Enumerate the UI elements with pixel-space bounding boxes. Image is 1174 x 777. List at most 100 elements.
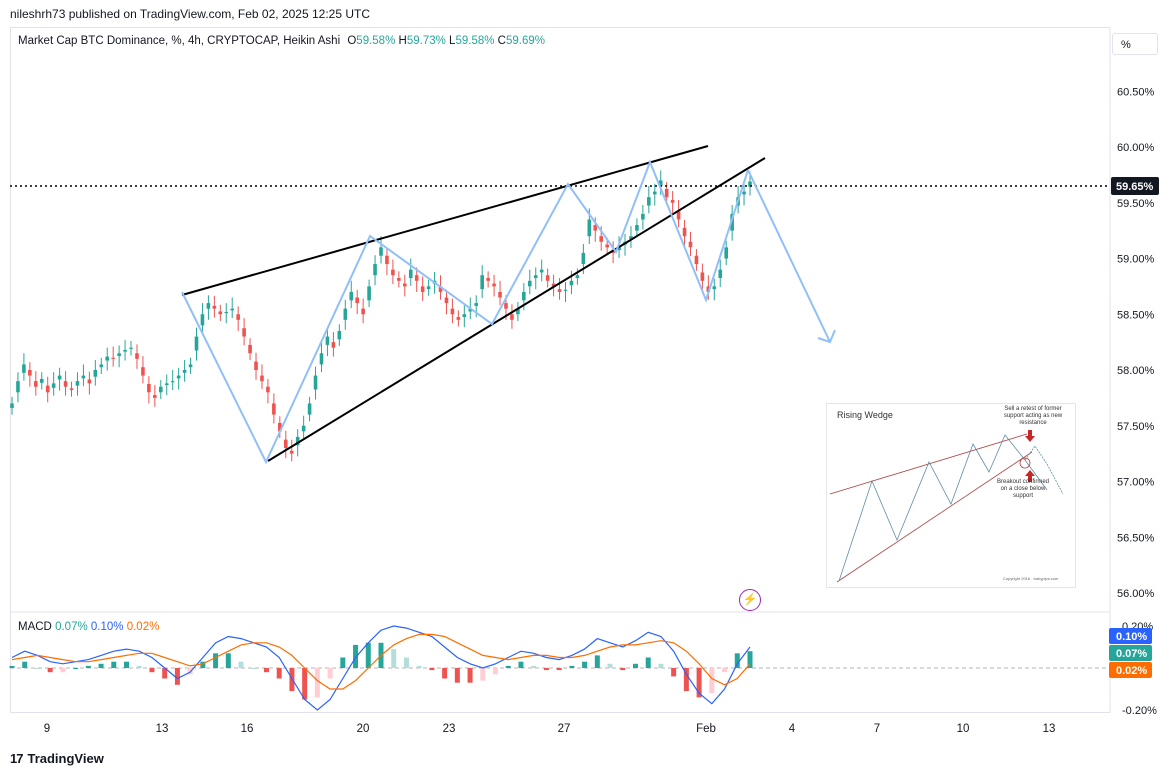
candle [325,328,330,357]
time-tick-label: 13 [1043,723,1056,735]
time-tick-label: 23 [443,723,456,735]
macd-histogram-bar [340,657,346,668]
macd-histogram-bar [136,665,142,668]
macd-histogram-bar [442,668,448,679]
candle-body [748,181,752,187]
candle-body [10,403,14,408]
candle [426,279,431,296]
candle [248,338,252,360]
candle [135,344,139,369]
candle-body [533,275,538,279]
candle [533,267,538,290]
candle [480,265,484,299]
candle [93,359,98,386]
candle [355,289,359,315]
macd-histogram-bar [124,661,130,668]
macd-legend[interactable]: MACD 0.07% 0.10% 0.02% [18,621,159,633]
candle-body [367,286,371,301]
candle [682,220,687,248]
time-tick-label: 10 [957,723,970,735]
macd-histogram-bar [683,668,689,692]
candle-body [105,356,110,361]
macd-badge-label: 0.10% [1116,631,1147,643]
candle [81,364,86,387]
candle [635,218,639,238]
candle-body [301,425,306,432]
candle-body [742,191,746,195]
candle-body [408,269,413,279]
low-value: 59.58% [455,35,495,47]
candle-body [266,386,270,393]
macd-histogram-bar [671,668,677,677]
macd-histogram-bar [200,661,206,668]
symbol-legend[interactable]: Market Cap BTC Dominance, %, 4h, CRYPTOC… [18,35,545,47]
candle-body [212,305,217,309]
candle [492,274,496,297]
candle-body [343,308,348,320]
candle [129,341,133,356]
candle [105,347,110,371]
candle [498,280,502,306]
candle [182,359,187,382]
candle-body [486,278,490,281]
arrow-down-icon [1025,430,1035,442]
candle [117,345,121,368]
candle [349,280,354,309]
candle [254,352,258,381]
candle [670,191,675,213]
candle-body [391,269,395,276]
candle-body [135,353,139,359]
lightning-event-icon[interactable]: ⚡ [739,589,761,611]
candle [331,332,336,357]
candle [57,367,62,391]
candle-body [397,278,401,281]
macd-histogram-bar [34,668,40,669]
percent-scale-button[interactable]: % [1112,33,1158,55]
candle [450,298,455,324]
candle [551,274,556,297]
candle-body [724,247,728,259]
candle-body [379,247,383,256]
candle [367,279,371,308]
candle-body [22,364,26,373]
projection-arrow-line [747,169,831,343]
candle-body [289,450,294,454]
price-tick-label: 57.00% [1117,477,1155,489]
tradingview-logo[interactable]: 17 TradingView [10,751,104,766]
publish-info: nileshrh73 published on TradingView.com,… [10,7,371,21]
candle-body [349,291,354,301]
candle-body [123,349,127,352]
candle-body [635,225,639,231]
candle [361,298,365,324]
candle [373,255,377,286]
macd-histogram-bar [518,661,524,668]
candle [75,372,80,396]
candle-body [587,219,592,237]
macd-histogram-bar [162,668,168,679]
candle-body [694,255,699,265]
inset-diagram [829,430,1064,583]
price-tick-label: 58.00% [1117,365,1155,377]
time-tick-label: 4 [789,723,796,735]
candle [724,240,728,266]
candle [10,396,14,415]
macd-histogram-bar [531,665,537,668]
macd-signal-value: 0.02% [126,621,160,633]
candle-body [170,381,175,383]
macd-histogram-bar [429,668,435,671]
candle-body [39,378,44,383]
candle [147,376,151,404]
macd-badge [1109,662,1152,678]
candle-body [200,314,205,326]
high-label: H [398,35,407,47]
candle [16,372,20,403]
price-tick-label: 59.00% [1117,254,1155,266]
candle [39,372,44,390]
candle-body [545,275,550,281]
candle [343,299,348,330]
time-tick-label: 13 [156,723,169,735]
candle-body [420,286,425,292]
candle [141,356,145,384]
candle-body [403,283,407,287]
